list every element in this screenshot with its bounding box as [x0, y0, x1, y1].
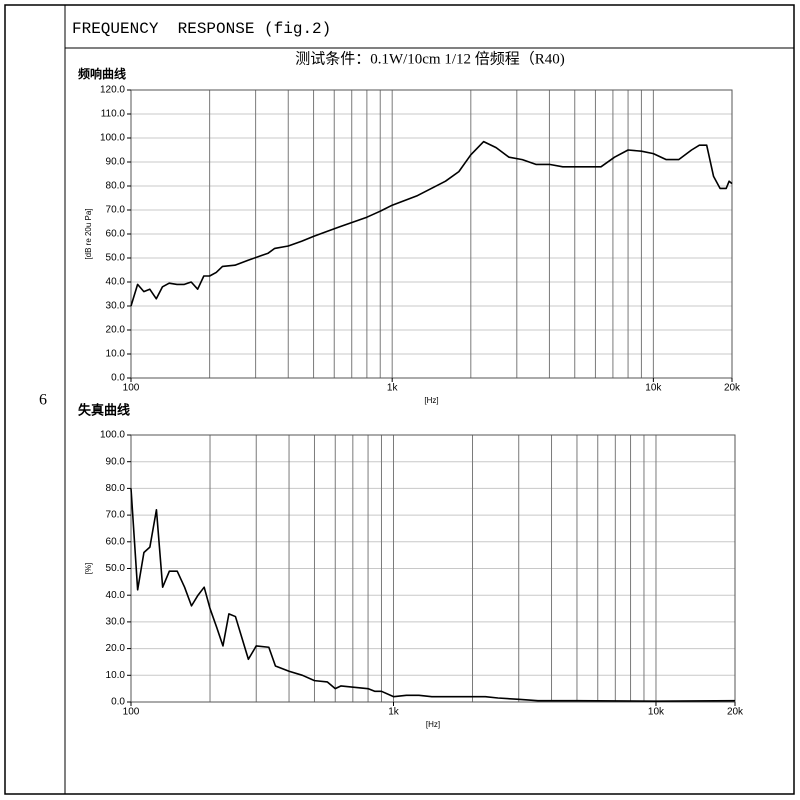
y-tick-label: 20.0 [106, 643, 126, 654]
y-tick-label: 30.0 [106, 301, 126, 312]
y-tick-label: 70.0 [106, 205, 126, 216]
y-tick-label: 10.0 [106, 349, 126, 360]
y-tick-label: 20.0 [106, 325, 126, 336]
row-number: 6 [39, 392, 47, 409]
y-tick-label: 120.0 [100, 85, 125, 96]
y-tick-label: 40.0 [106, 590, 126, 601]
x-axis-label: [Hz] [426, 720, 440, 729]
data-line [130, 488, 736, 702]
x-tick-label: 10k [645, 383, 662, 394]
y-tick-label: 80.0 [106, 181, 126, 192]
y-tick-label: 90.0 [106, 456, 126, 467]
y-tick-label: 40.0 [106, 277, 126, 288]
y-tick-label: 80.0 [106, 483, 126, 494]
header-title: FREQUENCY RESPONSE (fig.2) [72, 20, 331, 38]
x-tick-label: 1k [388, 707, 400, 718]
x-tick-label: 100 [123, 707, 140, 718]
x-tick-label: 20k [727, 707, 744, 718]
y-tick-label: 30.0 [106, 617, 126, 628]
outer-border [4, 4, 795, 795]
x-tick-label: 20k [724, 383, 741, 394]
y-tick-label: 100.0 [100, 133, 125, 144]
y-tick-label: 50.0 [106, 563, 126, 574]
chart-subtitle: 测试条件：0.1W/10cm 1/12 倍频程（R40) [295, 50, 565, 67]
y-tick-label: 70.0 [106, 510, 126, 521]
y-tick-label: 0.0 [111, 373, 125, 384]
data-line [130, 140, 733, 307]
y-tick-label: 60.0 [106, 229, 126, 240]
x-tick-label: 100 [123, 383, 140, 394]
y-tick-label: 90.0 [106, 157, 126, 168]
y-tick-label: 110.0 [101, 109, 126, 120]
x-axis-label: [Hz] [424, 396, 438, 405]
x-tick-label: 10k [648, 707, 665, 718]
y-tick-label: 10.0 [106, 670, 126, 681]
y-axis-label: [%] [84, 563, 93, 575]
chart-title: 失真曲线 [78, 402, 130, 417]
y-tick-label: 0.0 [111, 697, 125, 708]
y-tick-label: 100.0 [100, 430, 125, 441]
y-tick-label: 60.0 [106, 536, 126, 547]
x-tick-label: 1k [387, 383, 399, 394]
y-axis-label: [dB re 20u Pa] [84, 208, 93, 259]
y-tick-label: 50.0 [106, 253, 126, 264]
chart-title: 频响曲线 [78, 66, 126, 81]
